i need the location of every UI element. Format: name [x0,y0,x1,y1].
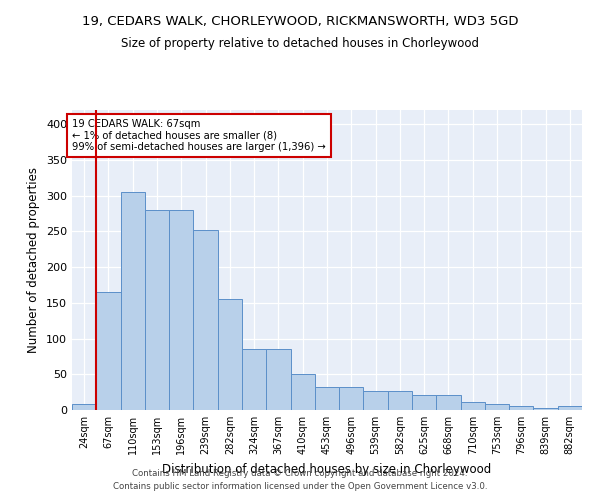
Bar [461,402,485,410]
Bar [388,390,412,410]
Bar [121,192,145,410]
Bar [96,292,121,410]
Bar [169,210,193,410]
Text: 19, CEDARS WALK, CHORLEYWOOD, RICKMANSWORTH, WD3 5GD: 19, CEDARS WALK, CHORLEYWOOD, RICKMANSWO… [82,15,518,28]
Bar [412,395,436,410]
Bar [485,404,509,410]
Bar [339,387,364,410]
Bar [364,390,388,410]
Bar [145,210,169,410]
Bar [436,395,461,410]
Bar [558,406,582,410]
Y-axis label: Number of detached properties: Number of detached properties [28,167,40,353]
Text: 19 CEDARS WALK: 67sqm
← 1% of detached houses are smaller (8)
99% of semi-detach: 19 CEDARS WALK: 67sqm ← 1% of detached h… [73,118,326,152]
Bar [290,374,315,410]
Bar [315,387,339,410]
Bar [218,298,242,410]
X-axis label: Distribution of detached houses by size in Chorleywood: Distribution of detached houses by size … [163,462,491,475]
Bar [266,350,290,410]
Text: Contains public sector information licensed under the Open Government Licence v3: Contains public sector information licen… [113,482,487,491]
Bar [509,406,533,410]
Text: Contains HM Land Registry data © Crown copyright and database right 2024.: Contains HM Land Registry data © Crown c… [132,468,468,477]
Bar [72,404,96,410]
Bar [193,230,218,410]
Text: Size of property relative to detached houses in Chorleywood: Size of property relative to detached ho… [121,38,479,51]
Bar [242,350,266,410]
Bar [533,408,558,410]
